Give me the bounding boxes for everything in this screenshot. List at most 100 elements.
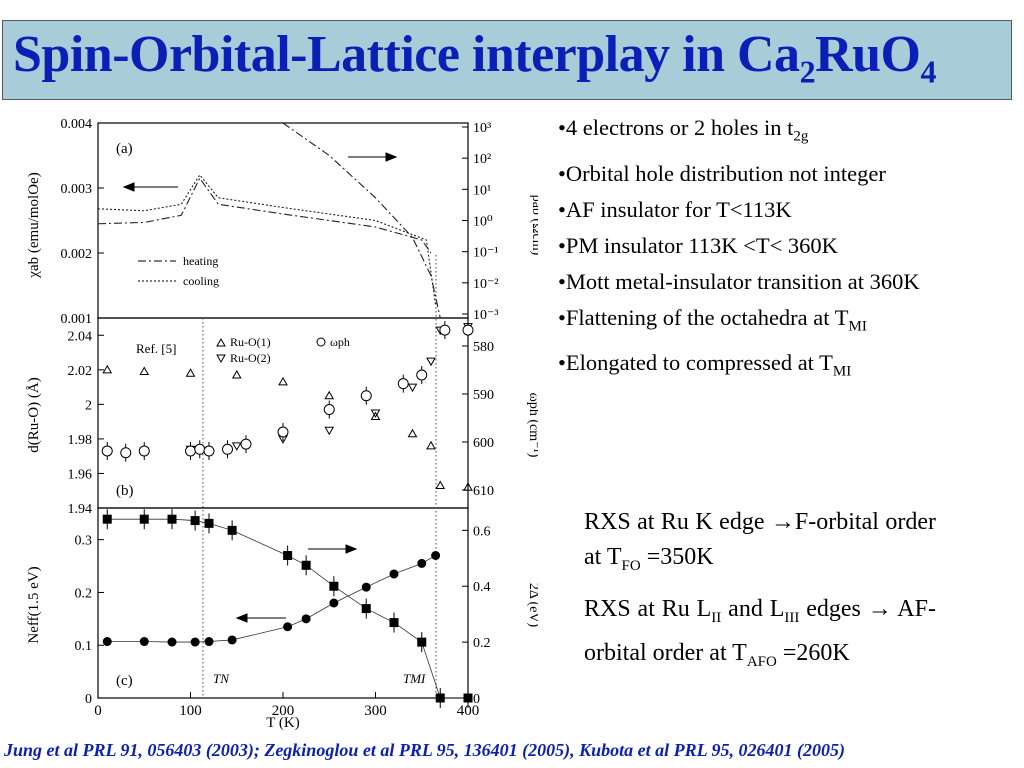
legend-ruo1-marker	[216, 337, 226, 347]
panel-a-label: (a)	[116, 141, 133, 157]
neff-point	[190, 637, 200, 647]
title-bar: Spin-Orbital-Lattice interplay in Ca2RuO…	[2, 20, 1012, 100]
ylabel-b-left: d(Ru-O) (Å)	[26, 377, 42, 452]
ruo1-point	[407, 428, 418, 438]
tick-label: 0	[473, 692, 480, 707]
panel-b-label: (b)	[116, 483, 134, 499]
bullet-item: •Orbital hole distribution not integer	[558, 160, 886, 186]
gap-point	[102, 514, 112, 524]
tick-label: 10¹	[473, 183, 491, 198]
ruo1-point	[102, 364, 113, 374]
tick-label: 10⁻¹	[473, 246, 499, 261]
neff-point	[301, 614, 311, 624]
neff-point	[283, 622, 293, 632]
bullet-list: •4 electrons or 2 holes in t2g •Orbital h…	[558, 115, 994, 396]
neff-point	[204, 637, 214, 647]
tick-label: 0.004	[61, 117, 93, 132]
legend-ruo2-marker	[216, 354, 226, 364]
gap-point	[463, 693, 473, 703]
resistivity-series	[282, 122, 441, 319]
tick-label: 0.003	[61, 182, 93, 197]
ylabel-c-right: 2Δ (eV)	[526, 583, 538, 628]
ruo1-point	[324, 390, 335, 400]
ruo1-point	[139, 366, 150, 376]
omega-point	[120, 447, 132, 459]
ylabel-a-right: ρab (Ωcm)	[529, 195, 538, 256]
gap-point	[301, 560, 311, 570]
gap-point	[167, 514, 177, 524]
gap-point	[227, 525, 237, 535]
gap-point	[283, 551, 293, 560]
tick-label: 2	[85, 398, 92, 413]
axis-ticks: 0.004 0.003 0.002 0.001 10³ 10² 10¹ 10⁰ 10⁻¹ 10⁻²…	[61, 117, 499, 719]
rxs-l-edges: RXS at Ru LII and LIII edges → AF-orbita…	[584, 595, 936, 670]
ruo2-point	[370, 409, 381, 419]
tick-label: 0.1	[75, 639, 93, 654]
x-tick-label: 400	[457, 703, 480, 719]
tick-label: 2.04	[68, 329, 93, 344]
neff-point	[389, 569, 399, 579]
omega-point	[277, 426, 289, 438]
references: Jung et al PRL 91, 056403 (2003); Zegkin…	[4, 740, 845, 760]
tick-label: 0.2	[473, 636, 491, 651]
neff-point	[102, 637, 112, 647]
tick-label: 1.98	[68, 433, 93, 448]
legend-omega: ωph	[330, 335, 350, 349]
tn-label: TN	[213, 671, 230, 686]
tick-label: 2.02	[68, 364, 93, 379]
omega-point	[397, 378, 409, 390]
panel-c-label: (c)	[116, 673, 133, 689]
gap-point	[389, 618, 399, 628]
x-tick-label: 200	[272, 703, 295, 719]
gap-point	[190, 516, 200, 526]
ruo2-point	[407, 383, 418, 393]
ruo2-point	[231, 442, 242, 451]
tick-label: 10⁻³	[473, 308, 499, 323]
gap-point	[204, 518, 214, 528]
tick-label: 0.001	[61, 312, 93, 327]
neff-point	[167, 637, 177, 647]
bullet-item: •4 electrons or 2 holes in t2g	[558, 115, 809, 145]
bullet-item: •PM insulator 113K <T< 360K	[558, 232, 838, 258]
bullet-item: •Flattening of the octahedra at TMI	[558, 304, 867, 335]
figure-panels: (a) (b) (c) Ref. [5] χab (emu/molOe) ρab…	[26, 117, 538, 730]
omega-point	[462, 324, 474, 336]
omega-point	[101, 445, 113, 457]
omega-point	[138, 445, 150, 457]
ref-label: Ref. [5]	[136, 341, 176, 356]
tick-label: 0	[85, 692, 92, 707]
x-tick-label: 0	[94, 703, 102, 719]
ruo1-point	[185, 368, 196, 377]
neff-point	[417, 558, 427, 568]
bullet-item: •Elongated to compressed at TMI	[558, 350, 852, 380]
tick-label: 0.4	[473, 580, 491, 595]
ylabel-b-right: ωph (cm⁻¹)	[526, 393, 538, 458]
bullet-item: •AF insulator for T<113K	[558, 196, 792, 222]
ylabel-c-left: Neff(1.5 eV)	[26, 566, 42, 643]
tick-label: 10⁻²	[473, 277, 499, 292]
legend-cooling: cooling	[183, 274, 219, 288]
tick-label: 1.96	[68, 467, 93, 482]
legend-ruo2: Ru-O(2)	[230, 351, 271, 365]
ruo2-point	[426, 357, 436, 367]
arrow-c-right	[308, 544, 358, 554]
gap-point	[417, 637, 427, 647]
arrow-a-left	[122, 182, 178, 192]
omega-point	[439, 324, 451, 336]
x-tick-label: 300	[364, 703, 387, 719]
omega-point	[416, 369, 428, 381]
bullet-item: •Mott metal-insulator transition at 360K	[558, 268, 920, 294]
neff-point	[227, 635, 237, 645]
legend-heating: heating	[183, 254, 218, 268]
heating-series	[97, 177, 432, 254]
omega-point	[203, 445, 215, 457]
ruo1-point	[426, 440, 436, 450]
slide-title: Spin-Orbital-Lattice interplay in Ca2RuO…	[13, 26, 936, 90]
gap-point	[329, 581, 339, 591]
neff-point	[361, 582, 371, 592]
omega-point	[240, 438, 252, 450]
tick-label: 10²	[473, 152, 491, 167]
ruo2-point	[324, 426, 335, 436]
tick-label: 0.002	[61, 247, 93, 262]
gap-point	[139, 514, 149, 524]
